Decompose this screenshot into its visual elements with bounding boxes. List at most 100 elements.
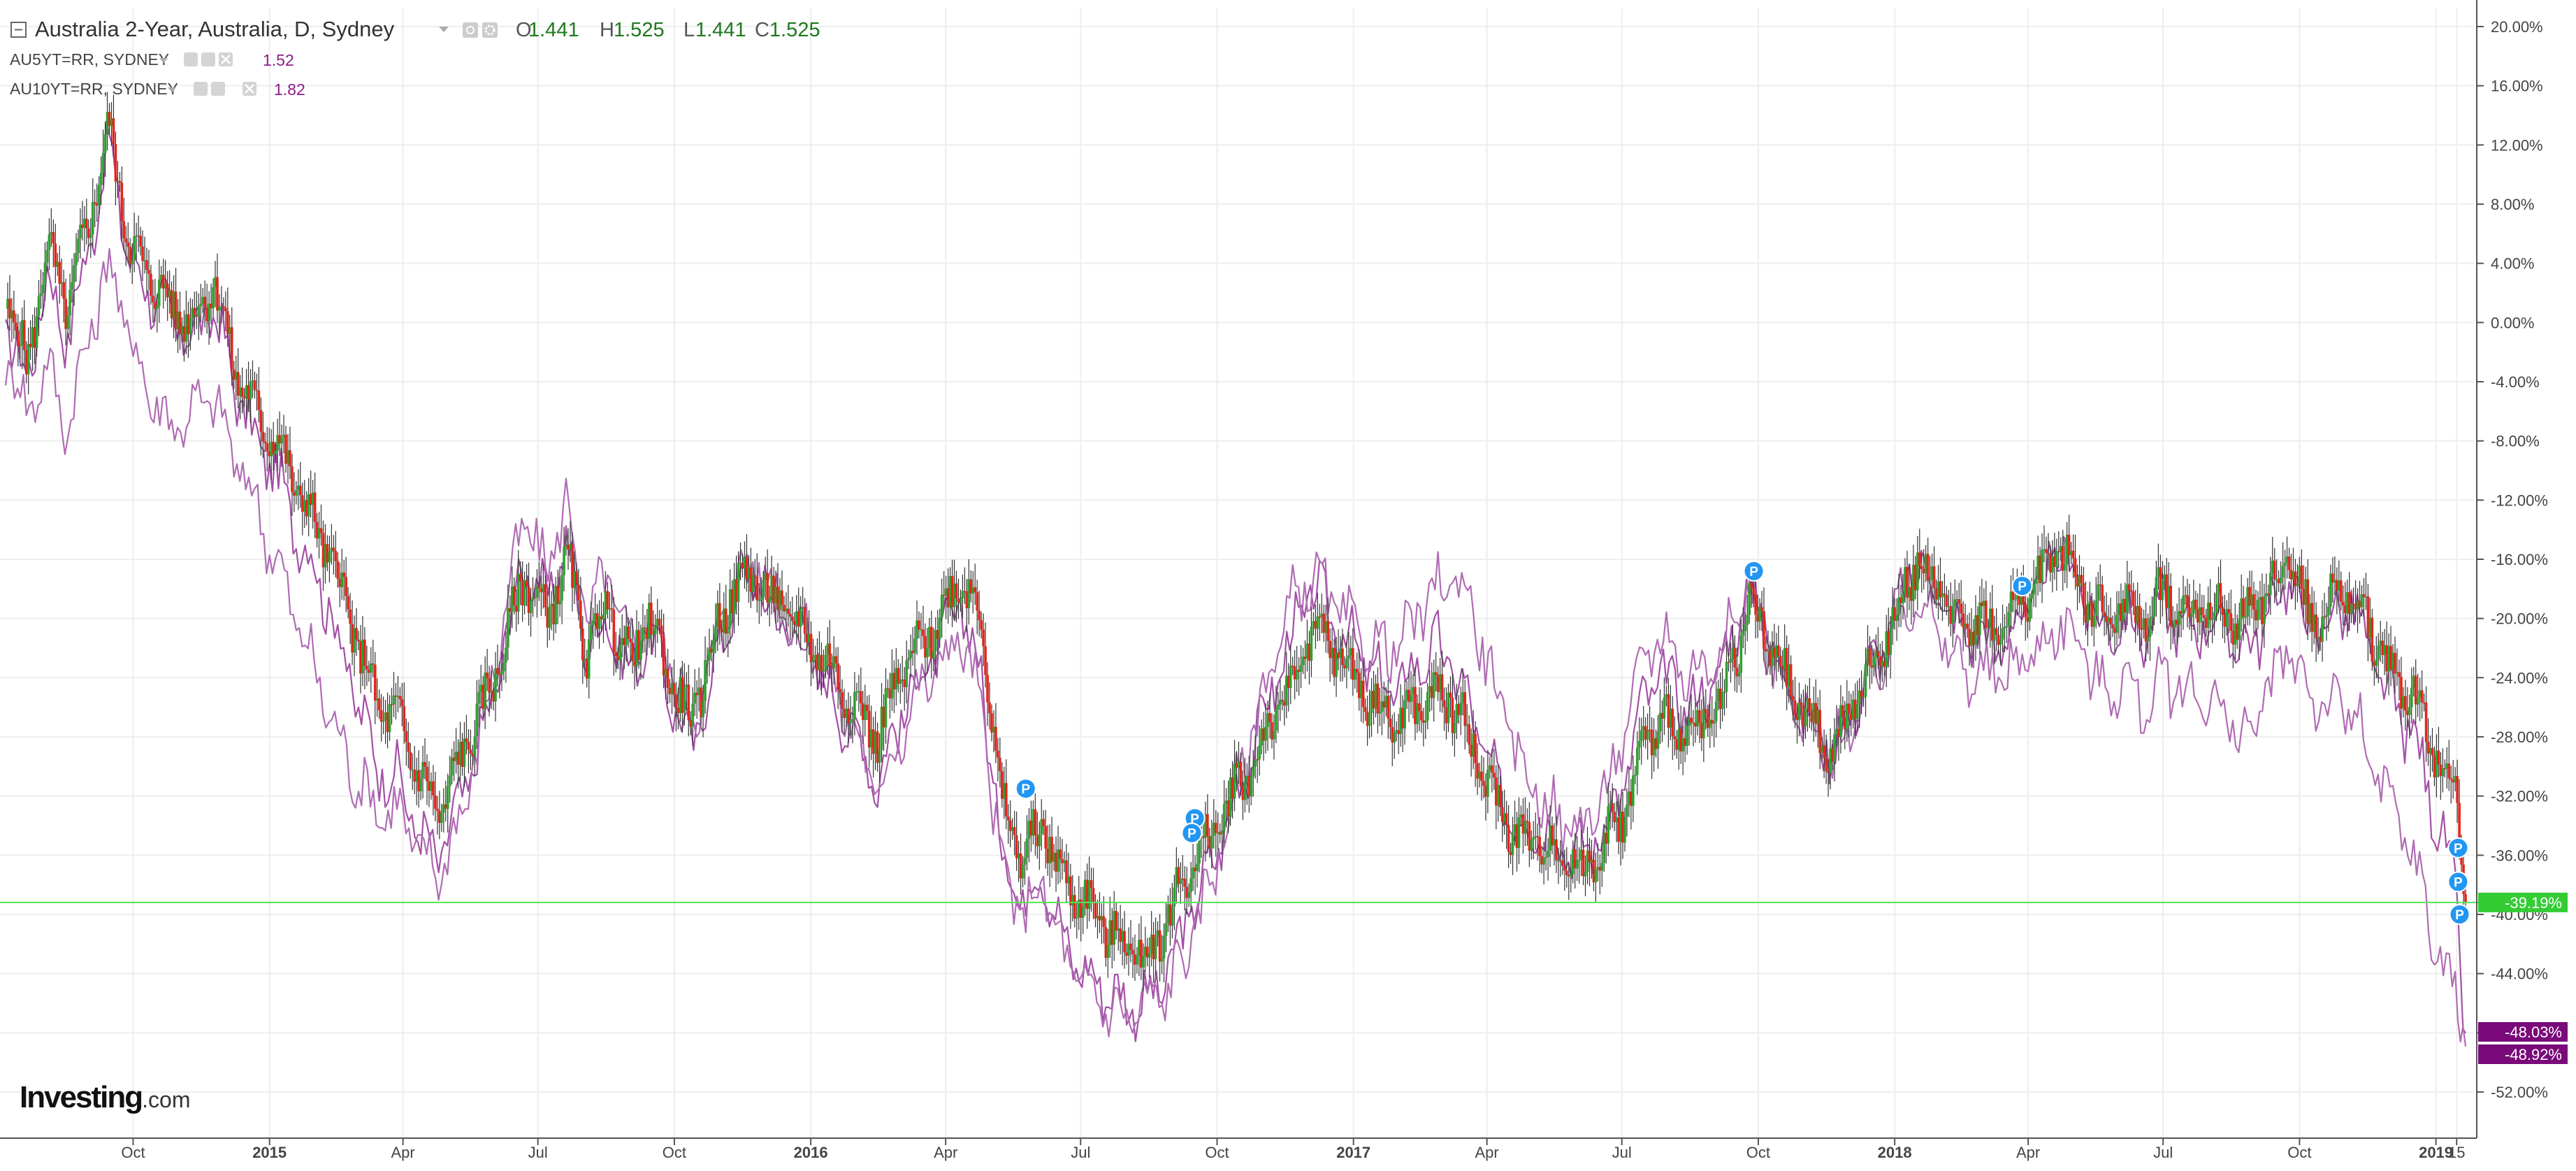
candle bbox=[2105, 592, 2108, 635]
candle-body bbox=[1791, 696, 1795, 701]
chevron-down-icon[interactable] bbox=[439, 27, 449, 32]
candle bbox=[2206, 586, 2210, 648]
candle-body bbox=[1628, 791, 1630, 805]
candle bbox=[666, 649, 670, 705]
event-marker-icon[interactable] bbox=[2447, 871, 2469, 893]
candle bbox=[2329, 564, 2332, 616]
candle-body bbox=[616, 656, 620, 661]
candle-body bbox=[145, 260, 148, 271]
candle-body bbox=[270, 442, 273, 457]
candle bbox=[2267, 584, 2270, 604]
candle-body bbox=[1233, 763, 1236, 799]
candle bbox=[2408, 694, 2411, 739]
candle bbox=[1044, 810, 1048, 869]
event-marker[interactable]: P bbox=[1743, 560, 1765, 582]
event-marker-icon[interactable] bbox=[1181, 822, 1203, 844]
main-symbol-label[interactable]: Australia 2-Year, Australia, D, Sydney bbox=[35, 17, 395, 41]
candle-body bbox=[1324, 621, 1328, 633]
candle bbox=[770, 555, 773, 615]
candle-body bbox=[1658, 712, 1662, 732]
candle bbox=[1714, 681, 1718, 738]
candle-body bbox=[809, 633, 813, 663]
candle-body bbox=[913, 638, 916, 654]
time-axis[interactable]: Oct 2015 Apr Jul Oct 2016 Apr Jul Oct 2017 Apr Jul O… bbox=[121, 1138, 2466, 1161]
candle bbox=[722, 592, 725, 653]
overlay-au5y-label[interactable]: AU5YT=RR, SYDNEY bbox=[10, 50, 169, 69]
candle bbox=[1224, 788, 1228, 828]
event-marker[interactable]: P bbox=[2447, 871, 2469, 893]
event-marker-icon[interactable] bbox=[1015, 778, 1036, 800]
candle bbox=[801, 587, 804, 625]
event-marker[interactable]: P bbox=[2449, 904, 2470, 925]
event-marker[interactable]: P bbox=[1181, 822, 1203, 844]
candle-body bbox=[1019, 853, 1022, 879]
candle bbox=[1040, 799, 1043, 851]
candle bbox=[158, 259, 161, 323]
visibility-icon[interactable] bbox=[184, 52, 198, 66]
candle-body bbox=[1505, 813, 1508, 826]
candle bbox=[2180, 598, 2183, 638]
gear-icon[interactable] bbox=[211, 82, 225, 96]
event-marker-icon[interactable] bbox=[1743, 560, 1765, 582]
event-marker-icon[interactable] bbox=[2011, 575, 2033, 597]
event-marker-icon[interactable] bbox=[2447, 837, 2469, 859]
chevron-down-icon[interactable] bbox=[159, 58, 168, 63]
candle-body bbox=[1997, 635, 2000, 645]
gear-icon[interactable] bbox=[201, 52, 215, 66]
close-icon[interactable] bbox=[243, 82, 256, 96]
candle bbox=[1665, 685, 1668, 707]
gear-icon[interactable] bbox=[482, 22, 498, 38]
candle-body bbox=[648, 603, 651, 640]
candle-body bbox=[1708, 719, 1712, 728]
overlay-au10y-label[interactable]: AU10YT=RR, SYDNEY bbox=[10, 80, 178, 98]
candle bbox=[865, 696, 869, 720]
candle bbox=[2385, 621, 2388, 684]
candle-body bbox=[739, 562, 742, 564]
candle-body bbox=[569, 545, 572, 550]
event-marker[interactable]: P bbox=[2011, 575, 2033, 597]
visibility-icon[interactable] bbox=[194, 82, 208, 96]
event-marker[interactable]: P bbox=[1015, 778, 1036, 800]
candle-body bbox=[946, 588, 950, 608]
candle bbox=[2043, 525, 2046, 563]
visibility-icon[interactable] bbox=[463, 22, 478, 38]
time-tick-label: Apr bbox=[391, 1144, 415, 1161]
candle bbox=[1679, 705, 1682, 764]
candle-body bbox=[1138, 940, 1141, 956]
candle bbox=[1393, 712, 1396, 759]
candle bbox=[1937, 565, 1940, 620]
candle-body bbox=[199, 303, 203, 306]
candle bbox=[370, 647, 372, 694]
candle-body bbox=[1106, 944, 1110, 958]
candle-body bbox=[1235, 763, 1238, 768]
close-icon[interactable] bbox=[219, 52, 233, 66]
candle-body bbox=[1092, 888, 1095, 903]
candle bbox=[1974, 595, 1977, 661]
candle-body bbox=[1934, 588, 1938, 600]
candle bbox=[826, 627, 830, 675]
chevron-down-icon[interactable] bbox=[168, 87, 176, 92]
candle-body bbox=[351, 624, 354, 653]
candle bbox=[1354, 659, 1356, 689]
candle-body bbox=[1050, 837, 1053, 862]
candle-body bbox=[1958, 598, 1961, 604]
candle bbox=[1945, 586, 1948, 616]
candle-body bbox=[916, 620, 918, 639]
event-marker-icon[interactable] bbox=[2449, 904, 2470, 925]
collapse-toggle-icon[interactable] bbox=[10, 22, 27, 38]
candle-body bbox=[345, 577, 347, 596]
candle-body bbox=[2269, 573, 2272, 596]
candle-body bbox=[589, 625, 593, 640]
candle bbox=[662, 613, 665, 689]
event-marker[interactable]: P bbox=[2447, 837, 2469, 859]
candle bbox=[1260, 719, 1263, 755]
candle bbox=[648, 594, 651, 648]
candle-body bbox=[284, 434, 287, 464]
candle-body bbox=[1046, 848, 1049, 863]
candle bbox=[1992, 615, 1996, 665]
candle bbox=[1579, 829, 1583, 877]
candle-body bbox=[1445, 707, 1448, 724]
